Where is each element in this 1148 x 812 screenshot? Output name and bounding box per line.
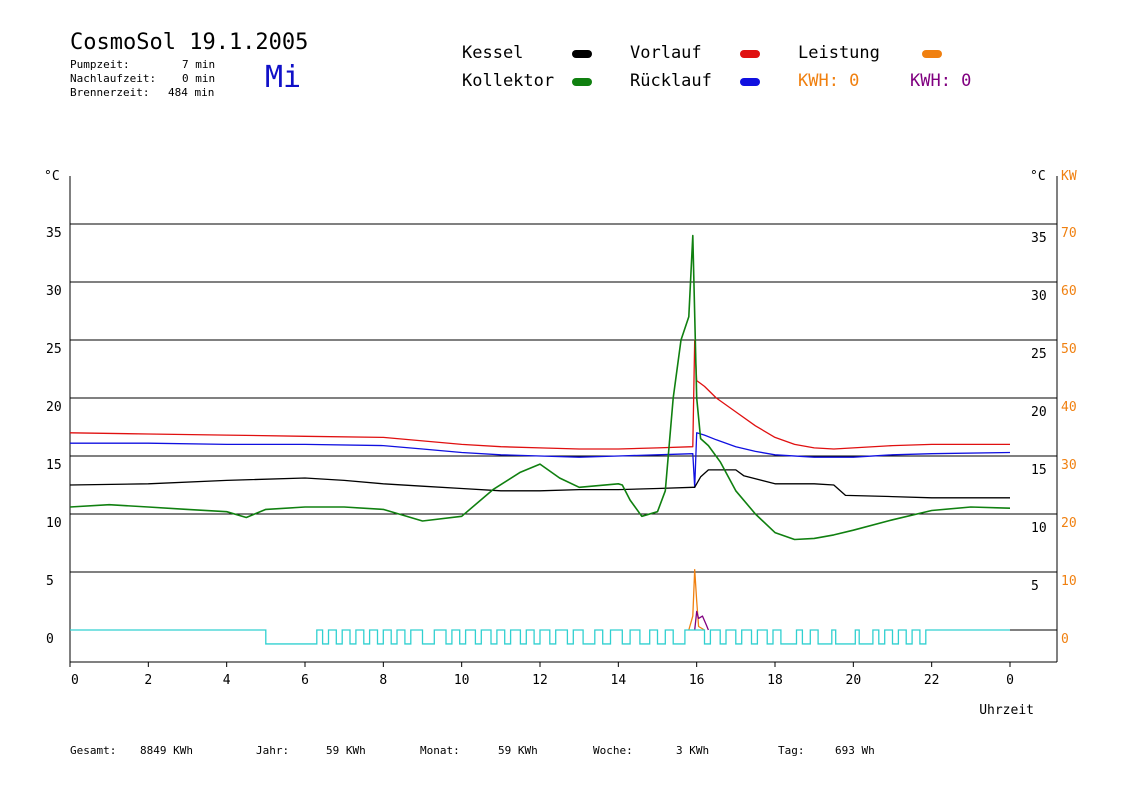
y-tick-label-kw: 70 [1061, 226, 1077, 241]
footer-woche-label: Woche: [593, 744, 633, 757]
x-tick-label: 6 [301, 673, 309, 688]
legend-label-vorlauf: Vorlauf [630, 43, 702, 63]
y-axis-unit-kw: KW [1061, 169, 1077, 184]
legend-swatch-vorlauf [740, 50, 760, 58]
y-tick-label-right: 25 [1031, 347, 1047, 362]
legend-swatch-ruecklauf [740, 78, 760, 86]
burner-state-trace [70, 629, 1010, 645]
y-axis-unit-left: °C [44, 169, 60, 184]
y-axis-unit-right: °C [1030, 169, 1046, 184]
x-tick-label: 16 [689, 673, 705, 688]
legend-label-ruecklauf: Rücklauf [630, 71, 712, 91]
vorlauf-line [69, 339, 1010, 450]
x-tick-label: 0 [71, 673, 79, 688]
y-tick-label-kw: 10 [1061, 574, 1077, 589]
y-tick-label-kw: 0 [1061, 632, 1069, 647]
legend-label-kessel: Kessel [462, 43, 524, 63]
stat-nachlaufzeit-label: Nachlaufzeit: [70, 72, 157, 85]
y-tick-label-right: 10 [1031, 521, 1047, 536]
y-tick-label-left: 30 [46, 284, 62, 299]
x-tick-label: 22 [924, 673, 940, 688]
y-tick-label-left: 20 [46, 400, 62, 415]
y-tick-label-right: 30 [1031, 289, 1047, 304]
x-tick-label: 14 [611, 673, 627, 688]
kwh-line [694, 610, 710, 631]
footer-gesamt-value: 8849 KWh [140, 744, 193, 757]
y-tick-label-left: 35 [46, 226, 62, 241]
y-tick-label-kw: 50 [1061, 342, 1077, 357]
stat-pumpzeit-label: Pumpzeit: [70, 58, 130, 71]
y-tick-label-kw: 40 [1061, 400, 1077, 415]
y-tick-label-kw: 20 [1061, 516, 1077, 531]
footer-gesamt-label: Gesamt: [70, 744, 117, 757]
stat-pumpzeit-value: 7 min [182, 58, 216, 71]
chart-axes [69, 176, 1058, 667]
weekday-label: Mi [265, 60, 302, 95]
x-tick-label: 8 [379, 673, 387, 688]
y-tick-label-left: 10 [46, 516, 62, 531]
legend-label-leistung: Leistung [798, 43, 880, 63]
legend-kwh-purple: KWH: 0 [910, 71, 972, 91]
x-tick-label: 12 [532, 673, 548, 688]
x-axis-label: Uhrzeit [979, 703, 1034, 718]
footer-monat-label: Monat: [420, 744, 460, 757]
x-tick-label: 18 [767, 673, 783, 688]
y-tick-label-right: 15 [1031, 463, 1047, 478]
y-tick-label-right: 35 [1031, 231, 1047, 246]
y-tick-label-kw: 30 [1061, 458, 1077, 473]
y-tick-label-left: 5 [46, 574, 54, 589]
y-tick-label-left: 0 [46, 632, 54, 647]
chart-labels: 0 2 4 6 8 10 12 14 16 18 20 22 0 0 5 10 15 20 25 30 35 5 10 15 2… [44, 169, 1077, 718]
page-title: CosmoSol 19.1.2005 [70, 30, 309, 55]
stat-brennerzeit-label: Brennerzeit: [70, 86, 150, 99]
y-tick-label-right: 5 [1031, 579, 1039, 594]
footer-jahr-value: 59 KWh [326, 744, 366, 757]
footer-monat-value: 59 KWh [498, 744, 538, 757]
x-tick-label: 20 [846, 673, 862, 688]
footer-tag-label: Tag: [778, 744, 805, 757]
ruecklauf-line [70, 432, 1011, 488]
footer-jahr-label: Jahr: [256, 744, 290, 757]
x-tick-label: 10 [454, 673, 470, 688]
stat-nachlaufzeit-value: 0 min [182, 72, 216, 85]
y-tick-label-kw: 60 [1061, 284, 1077, 299]
x-tick-label: 2 [144, 673, 152, 688]
leistung-line [688, 569, 705, 631]
y-tick-label-left: 25 [46, 342, 62, 357]
legend-label-kollektor: Kollektor [462, 71, 555, 91]
kollektor-line [69, 234, 1011, 541]
y-tick-label-right: 20 [1031, 405, 1047, 420]
burner-state-line [70, 629, 1010, 645]
grid-lines [70, 223, 1057, 631]
footer-woche-value: 3 KWh [676, 744, 710, 757]
legend-swatch-kollektor [572, 78, 592, 86]
y-tick-label-left: 15 [46, 458, 62, 473]
stat-brennerzeit-value: 484 min [168, 86, 215, 99]
kessel-line [69, 469, 1010, 499]
legend-swatch-kessel [572, 50, 592, 58]
chart-series [69, 234, 1011, 631]
legend-kwh-orange: KWH: 0 [798, 71, 860, 91]
footer-tag-value: 693 Wh [835, 744, 875, 757]
legend-swatch-leistung [922, 50, 942, 58]
x-tick-label: 4 [223, 673, 231, 688]
x-tick-label: 0 [1006, 673, 1014, 688]
